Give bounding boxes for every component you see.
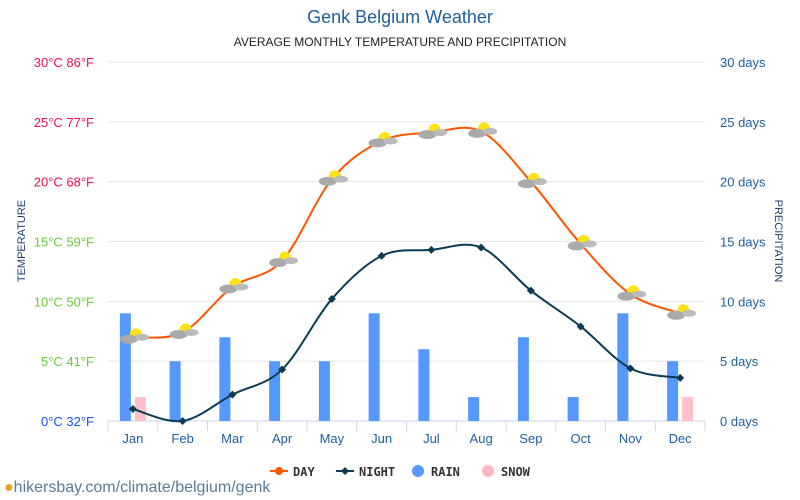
rain-bar (169, 361, 181, 421)
legend-marker (482, 465, 494, 477)
y-tick-label: 10°C 50°F (34, 294, 94, 309)
chart-subtitle: AVERAGE MONTHLY TEMPERATURE AND PRECIPIT… (233, 35, 567, 49)
rain-bar (119, 313, 131, 421)
rain-bar (418, 349, 430, 421)
y2-tick-label: 10 days (720, 294, 766, 309)
night-point (278, 365, 287, 374)
cloud-icon (269, 258, 288, 268)
night-point (676, 373, 685, 382)
y2-tick-label: 30 days (720, 55, 766, 70)
x-tick-label: Jun (371, 431, 392, 446)
cloud-icon (134, 333, 149, 341)
cloud-icon (169, 329, 188, 339)
y-tick-label: 15°C 59°F (34, 235, 94, 250)
rain-bar (368, 313, 380, 421)
y2-tick-label: 5 days (720, 354, 759, 369)
cloud-icon (219, 284, 238, 294)
cloud-icon (119, 334, 138, 344)
y2-tick-label: 15 days (720, 235, 766, 250)
x-tick-label: Oct (571, 431, 592, 446)
night-point (477, 243, 486, 252)
night-point (377, 251, 386, 260)
x-tick-label: Feb (171, 431, 193, 446)
rain-bar (617, 313, 629, 421)
rain-bar (667, 361, 679, 421)
cloud-icon (184, 328, 199, 336)
y2-axis-title: PRECIPITATION (772, 200, 784, 283)
y-tick-label: 20°C 68°F (34, 175, 94, 190)
cloud-icon (368, 138, 387, 148)
cloud-icon (682, 309, 697, 317)
cloud-icon (483, 127, 498, 135)
legend-label-day: DAY (293, 465, 315, 479)
night-point (178, 417, 187, 425)
night-point (228, 390, 237, 399)
cloud-icon (468, 128, 487, 138)
y-tick-label: 0°C 32°F (41, 414, 94, 429)
x-tick-label: May (320, 431, 345, 446)
location-pin-icon: ● (4, 479, 14, 496)
cloud-icon (517, 179, 536, 189)
y-tick-label: 5°C 41°F (41, 354, 94, 369)
night-point (626, 364, 635, 373)
x-tick-label: Nov (619, 431, 643, 446)
y2-tick-label: 0 days (720, 414, 759, 429)
cloud-icon (433, 129, 448, 137)
cloud-icon (667, 310, 686, 320)
legend-marker (412, 465, 424, 477)
legend-label-rain: RAIN (431, 465, 460, 479)
rain-bar (517, 337, 529, 421)
rain-bar (318, 361, 330, 421)
x-tick-label: Aug (470, 431, 493, 446)
cloud-icon (418, 130, 437, 140)
x-tick-label: Sep (519, 431, 542, 446)
rain-bar (219, 337, 231, 421)
night-point (128, 405, 137, 414)
y2-tick-label: 20 days (720, 175, 766, 190)
x-tick-label: Mar (221, 431, 244, 446)
cloud-icon (617, 291, 636, 301)
x-tick-label: Jul (423, 431, 440, 446)
cloud-icon (383, 137, 398, 145)
cloud-icon (234, 283, 249, 291)
y-tick-label: 25°C 77°F (34, 115, 94, 130)
legend-label-night: NIGHT (359, 465, 395, 479)
y-tick-label: 30°C 86°F (34, 55, 94, 70)
rain-bar (269, 361, 281, 421)
legend-label-snow: SNOW (501, 465, 531, 479)
cloud-icon (284, 257, 299, 265)
source-link[interactable]: ●hikersbay.com/climate/belgium/genk (4, 479, 270, 497)
cloud-icon (333, 175, 348, 183)
day-line (132, 126, 681, 339)
y2-tick-label: 25 days (720, 115, 766, 130)
x-tick-label: Apr (272, 431, 293, 446)
chart-title: Genk Belgium Weather (307, 7, 493, 27)
x-tick-label: Dec (669, 431, 693, 446)
night-point (327, 294, 336, 303)
source-url: hikersbay.com/climate/belgium/genk (13, 479, 271, 496)
night-point (526, 286, 535, 295)
cloud-icon (582, 240, 597, 248)
cloud-icon (632, 290, 647, 298)
night-line (132, 243, 681, 423)
legend-marker (275, 467, 283, 475)
night-point (427, 245, 436, 254)
x-tick-label: Jan (122, 431, 143, 446)
cloud-icon (318, 176, 337, 186)
y-axis-title: TEMPERATURE (16, 200, 28, 282)
cloud-icon (567, 241, 586, 251)
cloud-icon (532, 178, 547, 186)
rain-bar (567, 397, 579, 421)
night-point (576, 322, 585, 331)
rain-bar (468, 397, 480, 421)
snow-bar (682, 397, 694, 421)
legend-marker (341, 467, 349, 475)
snow-bar (134, 397, 146, 421)
